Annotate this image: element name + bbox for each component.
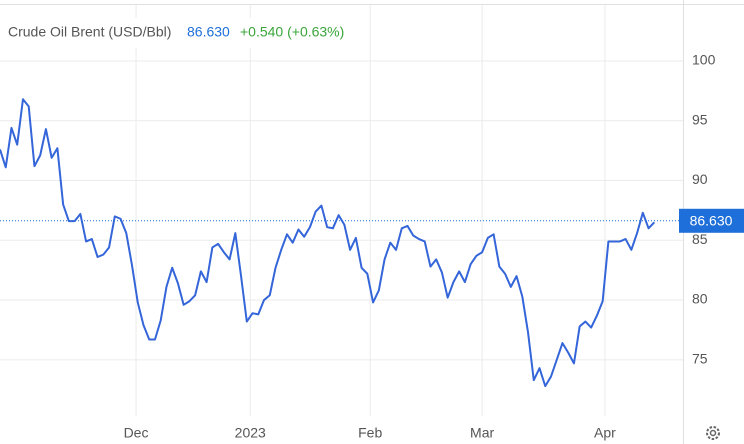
chart-title: Crude Oil Brent (USD/Bbl) <box>8 24 171 40</box>
x-tick-label: Mar <box>470 425 494 441</box>
y-tick-label: 95 <box>692 111 708 127</box>
y-tick-label: 90 <box>692 171 708 187</box>
x-tick-label: 2023 <box>235 425 266 441</box>
last-price-label: 86.630 <box>690 212 733 228</box>
header-change: +0.540 (+0.63%) <box>240 24 344 40</box>
marks <box>0 98 683 388</box>
header-bg <box>0 18 360 48</box>
x-tick-label: Dec <box>124 425 149 441</box>
y-tick-label: 80 <box>692 291 708 307</box>
x-tick-label: Apr <box>594 425 616 441</box>
last-price-box <box>679 208 744 233</box>
x-tick-label: Feb <box>358 425 382 441</box>
price-line <box>0 98 656 388</box>
y-tick-label: 100 <box>692 52 716 68</box>
y-tick-label: 85 <box>692 231 708 247</box>
header-price: 86.630 <box>187 24 230 40</box>
grid <box>0 5 683 416</box>
settings-icon[interactable] <box>706 426 720 440</box>
y-tick-label: 75 <box>692 351 708 367</box>
